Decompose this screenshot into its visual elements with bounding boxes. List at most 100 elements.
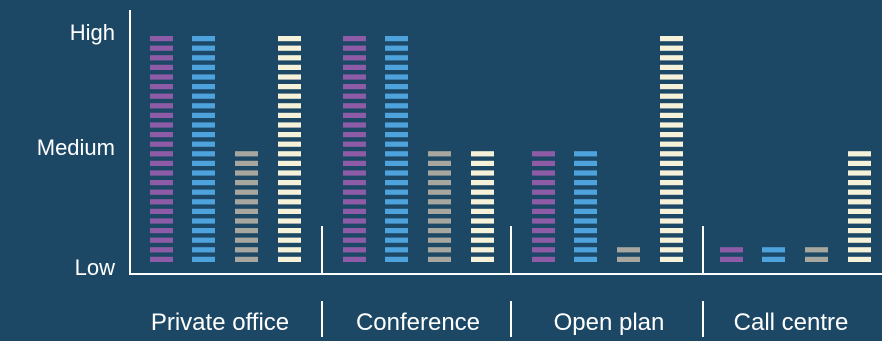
bar-segment <box>428 237 451 243</box>
bar-segment <box>471 170 494 176</box>
bar-segment <box>235 151 258 157</box>
bar-segment <box>192 74 215 80</box>
bar-segment <box>471 218 494 224</box>
bar-segment <box>150 247 173 253</box>
bar-segment <box>848 180 871 186</box>
bar-segment <box>385 45 408 51</box>
bar-segment <box>343 218 366 224</box>
bar-segment <box>192 237 215 243</box>
bar-segment <box>848 208 871 214</box>
bar-segment <box>660 228 683 234</box>
bar-segment <box>848 170 871 176</box>
bar-segment <box>471 199 494 205</box>
bar-segment <box>385 103 408 109</box>
bar-segment <box>150 74 173 80</box>
bar-segment <box>278 36 301 42</box>
bar-segment <box>150 170 173 176</box>
bar-segment <box>150 36 173 42</box>
bar-segment <box>660 93 683 99</box>
bar-segment <box>532 180 555 186</box>
bar-1-0 <box>343 36 366 262</box>
bar-segment <box>192 112 215 118</box>
bar-segment <box>278 64 301 70</box>
bar-segment <box>848 256 871 262</box>
bar-segment <box>235 180 258 186</box>
bar-segment <box>385 247 408 253</box>
bar-3-2 <box>805 247 828 262</box>
bar-segment <box>278 237 301 243</box>
bar-segment <box>428 189 451 195</box>
bar-segment <box>660 64 683 70</box>
bar-segment <box>278 84 301 90</box>
bar-1-1 <box>385 36 408 262</box>
bar-segment <box>428 199 451 205</box>
bar-segment <box>150 218 173 224</box>
bar-segment <box>428 180 451 186</box>
bars-layer <box>150 36 871 262</box>
bar-segment <box>192 180 215 186</box>
bar-segment <box>532 247 555 253</box>
y-tick-label-medium: Medium <box>37 135 115 160</box>
bar-segment <box>278 160 301 166</box>
bar-segment <box>343 84 366 90</box>
bar-segment <box>278 45 301 51</box>
bar-segment <box>150 151 173 157</box>
bar-segment <box>428 218 451 224</box>
bar-segment <box>660 218 683 224</box>
bar-segment <box>532 160 555 166</box>
bar-segment <box>385 141 408 147</box>
bar-segment <box>278 170 301 176</box>
bar-segment <box>150 84 173 90</box>
bar-segment <box>471 180 494 186</box>
bar-segment <box>385 170 408 176</box>
bar-segment <box>192 103 215 109</box>
bar-segment <box>660 256 683 262</box>
bar-segment <box>574 256 597 262</box>
bar-segment <box>150 132 173 138</box>
bar-segment <box>343 55 366 61</box>
bar-segment <box>278 247 301 253</box>
bar-segment <box>343 132 366 138</box>
bar-segment <box>805 256 828 262</box>
bar-segment <box>532 189 555 195</box>
bar-segment <box>471 247 494 253</box>
bar-segment <box>385 74 408 80</box>
bar-segment <box>150 64 173 70</box>
bar-segment <box>574 208 597 214</box>
category-label-2: Open plan <box>554 309 665 336</box>
bar-segment <box>428 228 451 234</box>
category-label-0: Private office <box>151 309 289 336</box>
bar-segment <box>385 84 408 90</box>
bar-segment <box>343 256 366 262</box>
bar-segment <box>278 228 301 234</box>
bar-segment <box>848 151 871 157</box>
bar-segment <box>343 45 366 51</box>
bar-segment <box>278 74 301 80</box>
bar-segment <box>343 64 366 70</box>
bar-segment <box>150 256 173 262</box>
bar-segment <box>278 141 301 147</box>
bar-segment <box>278 218 301 224</box>
bar-segment <box>574 151 597 157</box>
bar-segment <box>660 122 683 128</box>
bar-segment <box>385 151 408 157</box>
bar-3-3 <box>848 151 871 262</box>
bar-segment <box>574 180 597 186</box>
bar-segment <box>235 237 258 243</box>
bar-segment <box>343 247 366 253</box>
bar-segment <box>343 74 366 80</box>
bar-segment <box>471 160 494 166</box>
bar-segment <box>848 247 871 253</box>
bar-segment <box>235 208 258 214</box>
bar-segment <box>471 189 494 195</box>
bar-segment <box>574 160 597 166</box>
bar-2-3 <box>660 36 683 262</box>
bar-segment <box>343 180 366 186</box>
bar-segment <box>278 112 301 118</box>
bar-segment <box>150 180 173 186</box>
bar-segment <box>343 160 366 166</box>
bar-segment <box>385 199 408 205</box>
bar-segment <box>278 180 301 186</box>
bar-segment <box>343 151 366 157</box>
bar-segment <box>192 208 215 214</box>
